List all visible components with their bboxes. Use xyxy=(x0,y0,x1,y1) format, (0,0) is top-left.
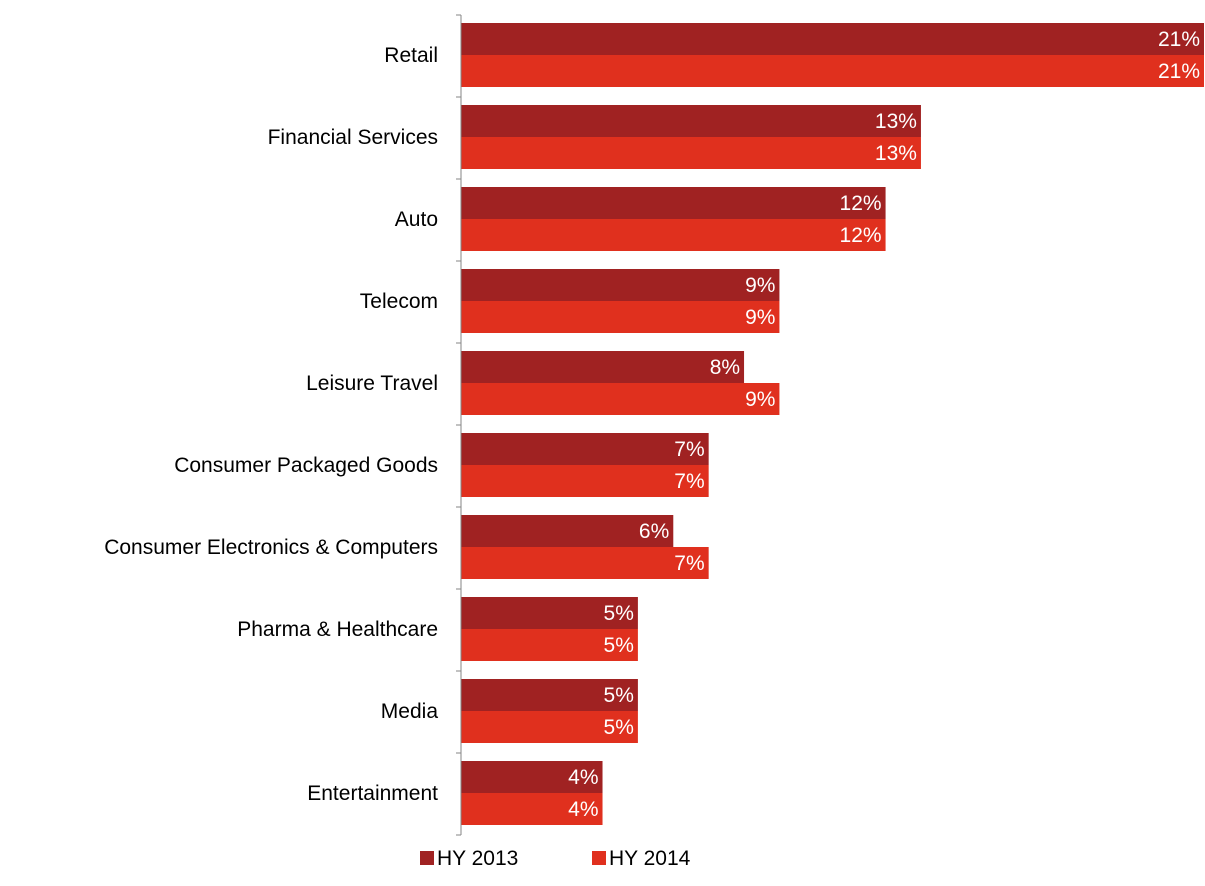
bar-consumer-packaged-goods-hy-2014 xyxy=(461,465,709,497)
bar-retail-hy-2013 xyxy=(461,23,1204,55)
value-label-media-hy-2014: 5% xyxy=(604,716,634,739)
category-label-entertainment: Entertainment xyxy=(307,782,438,805)
category-label-media: Media xyxy=(381,700,439,723)
category-label-pharma-and-healthcare: Pharma & Healthcare xyxy=(237,618,438,641)
bar-leisure-travel-hy-2014 xyxy=(461,383,780,415)
category-label-telecom: Telecom xyxy=(360,290,438,313)
legend-swatch-hy-2014 xyxy=(592,851,606,865)
value-label-consumer-electronics-and-computers-hy-2013: 6% xyxy=(639,520,669,543)
value-label-telecom-hy-2014: 9% xyxy=(745,306,775,329)
bar-auto-hy-2014 xyxy=(461,219,886,251)
bar-media-hy-2014 xyxy=(461,711,638,743)
category-label-retail: Retail xyxy=(384,44,438,67)
value-label-retail-hy-2013: 21% xyxy=(1158,28,1200,51)
bar-pharma-and-healthcare-hy-2013 xyxy=(461,597,638,629)
bar-media-hy-2013 xyxy=(461,679,638,711)
bar-entertainment-hy-2013 xyxy=(461,761,603,793)
category-labels: Retail Financial Services Auto Telecom Leisu… xyxy=(104,44,438,805)
bar-consumer-electronics-and-computers-hy-2013 xyxy=(461,515,674,547)
bar-telecom-hy-2014 xyxy=(461,301,780,333)
value-label-consumer-electronics-and-computers-hy-2014: 7% xyxy=(674,552,704,575)
value-label-retail-hy-2014: 21% xyxy=(1158,60,1200,83)
value-label-auto-hy-2013: 12% xyxy=(840,192,882,215)
bar-leisure-travel-hy-2013 xyxy=(461,351,745,383)
value-label-entertainment-hy-2014: 4% xyxy=(568,798,598,821)
bar-retail-hy-2014 xyxy=(461,55,1204,87)
bar-entertainment-hy-2014 xyxy=(461,793,603,825)
value-label-leisure-travel-hy-2014: 9% xyxy=(745,388,775,411)
bar-financial-services-hy-2014 xyxy=(461,137,921,169)
value-label-telecom-hy-2013: 9% xyxy=(745,274,775,297)
category-axis xyxy=(456,14,462,836)
bar-telecom-hy-2013 xyxy=(461,269,780,301)
category-label-consumer-electronics-and-computers: Consumer Electronics & Computers xyxy=(104,536,438,559)
legend-swatch-hy-2013 xyxy=(420,851,434,865)
legend: HY 2013 HY 2014 xyxy=(420,847,691,870)
legend-label-hy-2014: HY 2014 xyxy=(609,847,691,870)
value-label-pharma-and-healthcare-hy-2014: 5% xyxy=(604,634,634,657)
value-label-leisure-travel-hy-2013: 8% xyxy=(710,356,740,379)
bar-auto-hy-2013 xyxy=(461,187,886,219)
value-label-auto-hy-2014: 12% xyxy=(840,224,882,247)
category-label-leisure-travel: Leisure Travel xyxy=(306,372,438,395)
bar-consumer-electronics-and-computers-hy-2014 xyxy=(461,547,709,579)
value-label-entertainment-hy-2013: 4% xyxy=(568,766,598,789)
bar-pharma-and-healthcare-hy-2014 xyxy=(461,629,638,661)
value-label-financial-services-hy-2014: 13% xyxy=(875,142,917,165)
value-label-pharma-and-healthcare-hy-2013: 5% xyxy=(604,602,634,625)
category-label-auto: Auto xyxy=(395,208,438,231)
category-label-financial-services: Financial Services xyxy=(268,126,438,149)
value-label-consumer-packaged-goods-hy-2014: 7% xyxy=(674,470,704,493)
bars-group xyxy=(461,23,1204,825)
value-labels: 21%21%13%13%12%12%9%9%8%9%7%7%6%7%5%5%5%… xyxy=(568,28,1200,821)
value-label-media-hy-2013: 5% xyxy=(604,684,634,707)
bar-consumer-packaged-goods-hy-2013 xyxy=(461,433,709,465)
value-label-financial-services-hy-2013: 13% xyxy=(875,110,917,133)
value-label-consumer-packaged-goods-hy-2013: 7% xyxy=(674,438,704,461)
legend-label-hy-2013: HY 2013 xyxy=(437,847,518,870)
bar-financial-services-hy-2013 xyxy=(461,105,921,137)
category-label-consumer-packaged-goods: Consumer Packaged Goods xyxy=(174,454,438,477)
